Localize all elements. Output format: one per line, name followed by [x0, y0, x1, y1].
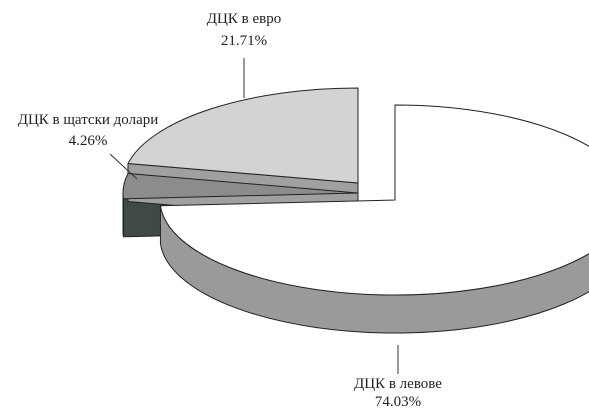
slice-label-eur: ДЦК в евро — [207, 11, 281, 27]
leader-line-usd — [109, 153, 138, 180]
slice-label-levs: ДЦК в левове — [354, 376, 442, 392]
pie-slice-eur — [127, 87, 359, 184]
pie-labels: ДЦК в левове 74.03% ДЦК в щатски долари … — [18, 11, 443, 410]
slice-label-usd: ДЦК в щатски долари — [18, 112, 159, 128]
pie-slice-usd — [122, 173, 359, 200]
slice-value-levs: 74.03% — [375, 394, 421, 410]
slice-value-eur: 21.71% — [221, 33, 267, 49]
pie-tops — [122, 87, 589, 296]
slice-value-usd: 4.26% — [69, 133, 108, 149]
pie-slice-levs — [159, 104, 589, 296]
